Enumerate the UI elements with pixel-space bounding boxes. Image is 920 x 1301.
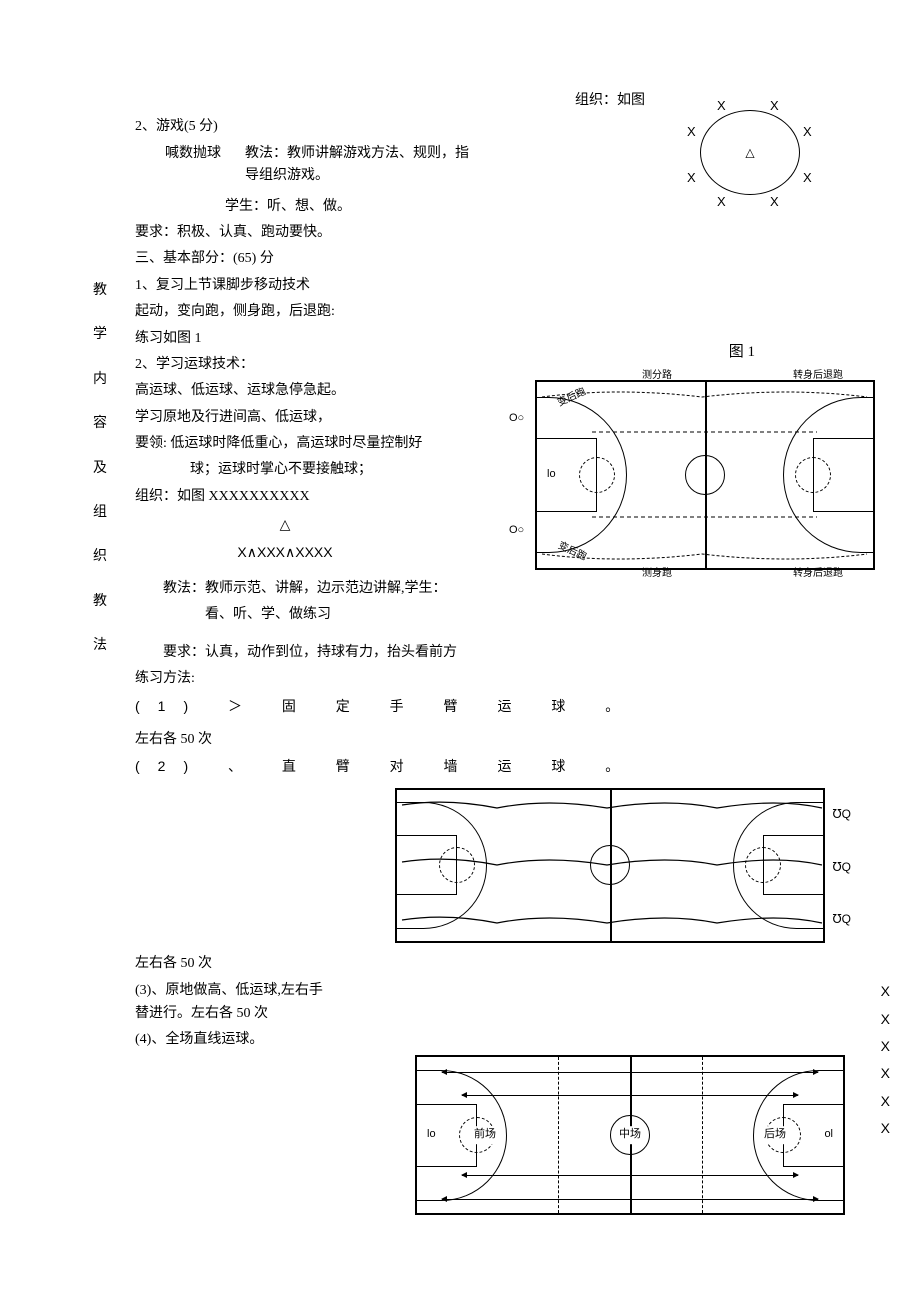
left-char: 及 <box>90 458 110 480</box>
x-marker: X <box>881 1035 890 1057</box>
x-marker: X <box>770 192 779 213</box>
court-diagram-2: ℧Q ℧Q ℧Q <box>395 788 825 943</box>
marker: O○ <box>509 522 524 540</box>
x-marker: X <box>770 96 779 117</box>
practice-3: (3)、原地做高、低运球,左右手替进行。左右各 50 次 <box>135 980 325 1025</box>
require-line: 要求：积极、认真、跑动要快。 <box>135 222 845 244</box>
item-1: 1、复习上节课脚步移动技术 <box>135 275 845 297</box>
x-marker-column: X X X X X X <box>881 980 890 1144</box>
left-char: 织 <box>90 546 110 568</box>
item-1-desc: 起动，变向跑，侧身跑，后退跑: <box>135 301 845 323</box>
figure-1-label: 图 1 <box>729 340 755 364</box>
left-vertical-label: 教 学 内 容 及 组 织 教 法 <box>90 280 110 680</box>
org-label: 组织：如图 <box>575 90 645 112</box>
hoop-left: lo <box>427 1127 436 1145</box>
x-marker: X <box>881 980 890 1002</box>
marker: ℧Q <box>832 805 851 824</box>
practice-1-rep: 左右各 50 次 <box>135 729 845 751</box>
triangle-marker: △ <box>745 143 754 162</box>
practice-2: (2) 、 直 臂 对 墙 运 球 。 <box>135 755 845 777</box>
x-marker: X <box>803 168 812 189</box>
practice-1: (1) ＞ 固 定 手 臂 运 球 。 <box>135 695 845 717</box>
left-char: 教 <box>90 591 110 613</box>
diagram-section-3: (3)、原地做高、低运球,左右手替进行。左右各 50 次 (4)、全场直线运球。… <box>135 980 845 1160</box>
x-marker: X <box>881 1090 890 1112</box>
hoop-marker: lo <box>547 466 556 484</box>
left-char: 容 <box>90 413 110 435</box>
practice-label: 练习方法: <box>135 668 845 690</box>
section-title: 三、基本部分：(65) 分 <box>135 248 845 270</box>
formation-row: X∧XXX∧XXXX <box>135 541 435 563</box>
field-label-front: 前场 <box>472 1127 498 1145</box>
x-marker: X <box>717 192 726 213</box>
formation-triangle: △ <box>135 513 435 535</box>
x-marker: X <box>803 122 812 143</box>
left-char: 法 <box>90 635 110 657</box>
field-label-back: 后场 <box>762 1127 788 1145</box>
annotation: 转身后退跑 <box>793 368 843 384</box>
court-diagram-1: O○ lo O○ 测分路 转身后退跑 变后跑 转身后退跑 变后跑 测身跑 <box>535 380 875 570</box>
x-marker: X <box>687 168 696 189</box>
annotation: 测分路 <box>642 368 672 384</box>
teach-line-2: 看、听、学、做练习 <box>205 604 845 626</box>
page-container: 教 学 内 容 及 组 织 教 法 △ X X X X X X X X 组织：如… <box>75 90 845 1160</box>
require-line-2: 要求：认真，动作到位，持球有力，抬头看前方 <box>163 642 845 664</box>
practice-4: (4)、全场直线运球。 <box>135 1029 325 1051</box>
teach-method: 教法：教师讲解游戏方法、规则，指导组织游戏。 <box>245 143 475 188</box>
left-char: 学 <box>90 324 110 346</box>
marker: ℧Q <box>832 910 851 929</box>
marker: O○ <box>509 410 524 428</box>
practice-2-rep: 左右各 50 次 <box>135 953 845 975</box>
circle-formation-diagram: △ X X X X X X X X <box>675 110 825 210</box>
left-char: 教 <box>90 280 110 302</box>
annotation: 测身跑 <box>642 566 672 582</box>
marker: ℧Q <box>832 858 851 877</box>
x-marker: X <box>717 96 726 117</box>
annotation: 转身后退跑 <box>793 566 843 582</box>
field-label-mid: 中场 <box>617 1127 643 1145</box>
main-content: 组织：如图 2、游戏(5 分) 喊数抛球 教法：教师讲解游戏方法、规则，指导组织… <box>135 90 845 1160</box>
x-marker: X <box>687 122 696 143</box>
teach-line: 教法：教师示范、讲解，边示范边讲解,学生： <box>163 578 845 600</box>
left-char: 组 <box>90 502 110 524</box>
x-marker: X <box>881 1062 890 1084</box>
item-2-key: 要领: 低运球时降低重心，高运球时尽量控制好 <box>135 433 465 455</box>
left-char: 内 <box>90 369 110 391</box>
court-diagram-3: lo ol 前场 中场 后场 <box>415 1055 845 1215</box>
game-name: 喊数抛球 <box>135 143 245 165</box>
x-marker: X <box>881 1117 890 1139</box>
hoop-right: ol <box>824 1127 833 1145</box>
x-marker: X <box>881 1008 890 1030</box>
